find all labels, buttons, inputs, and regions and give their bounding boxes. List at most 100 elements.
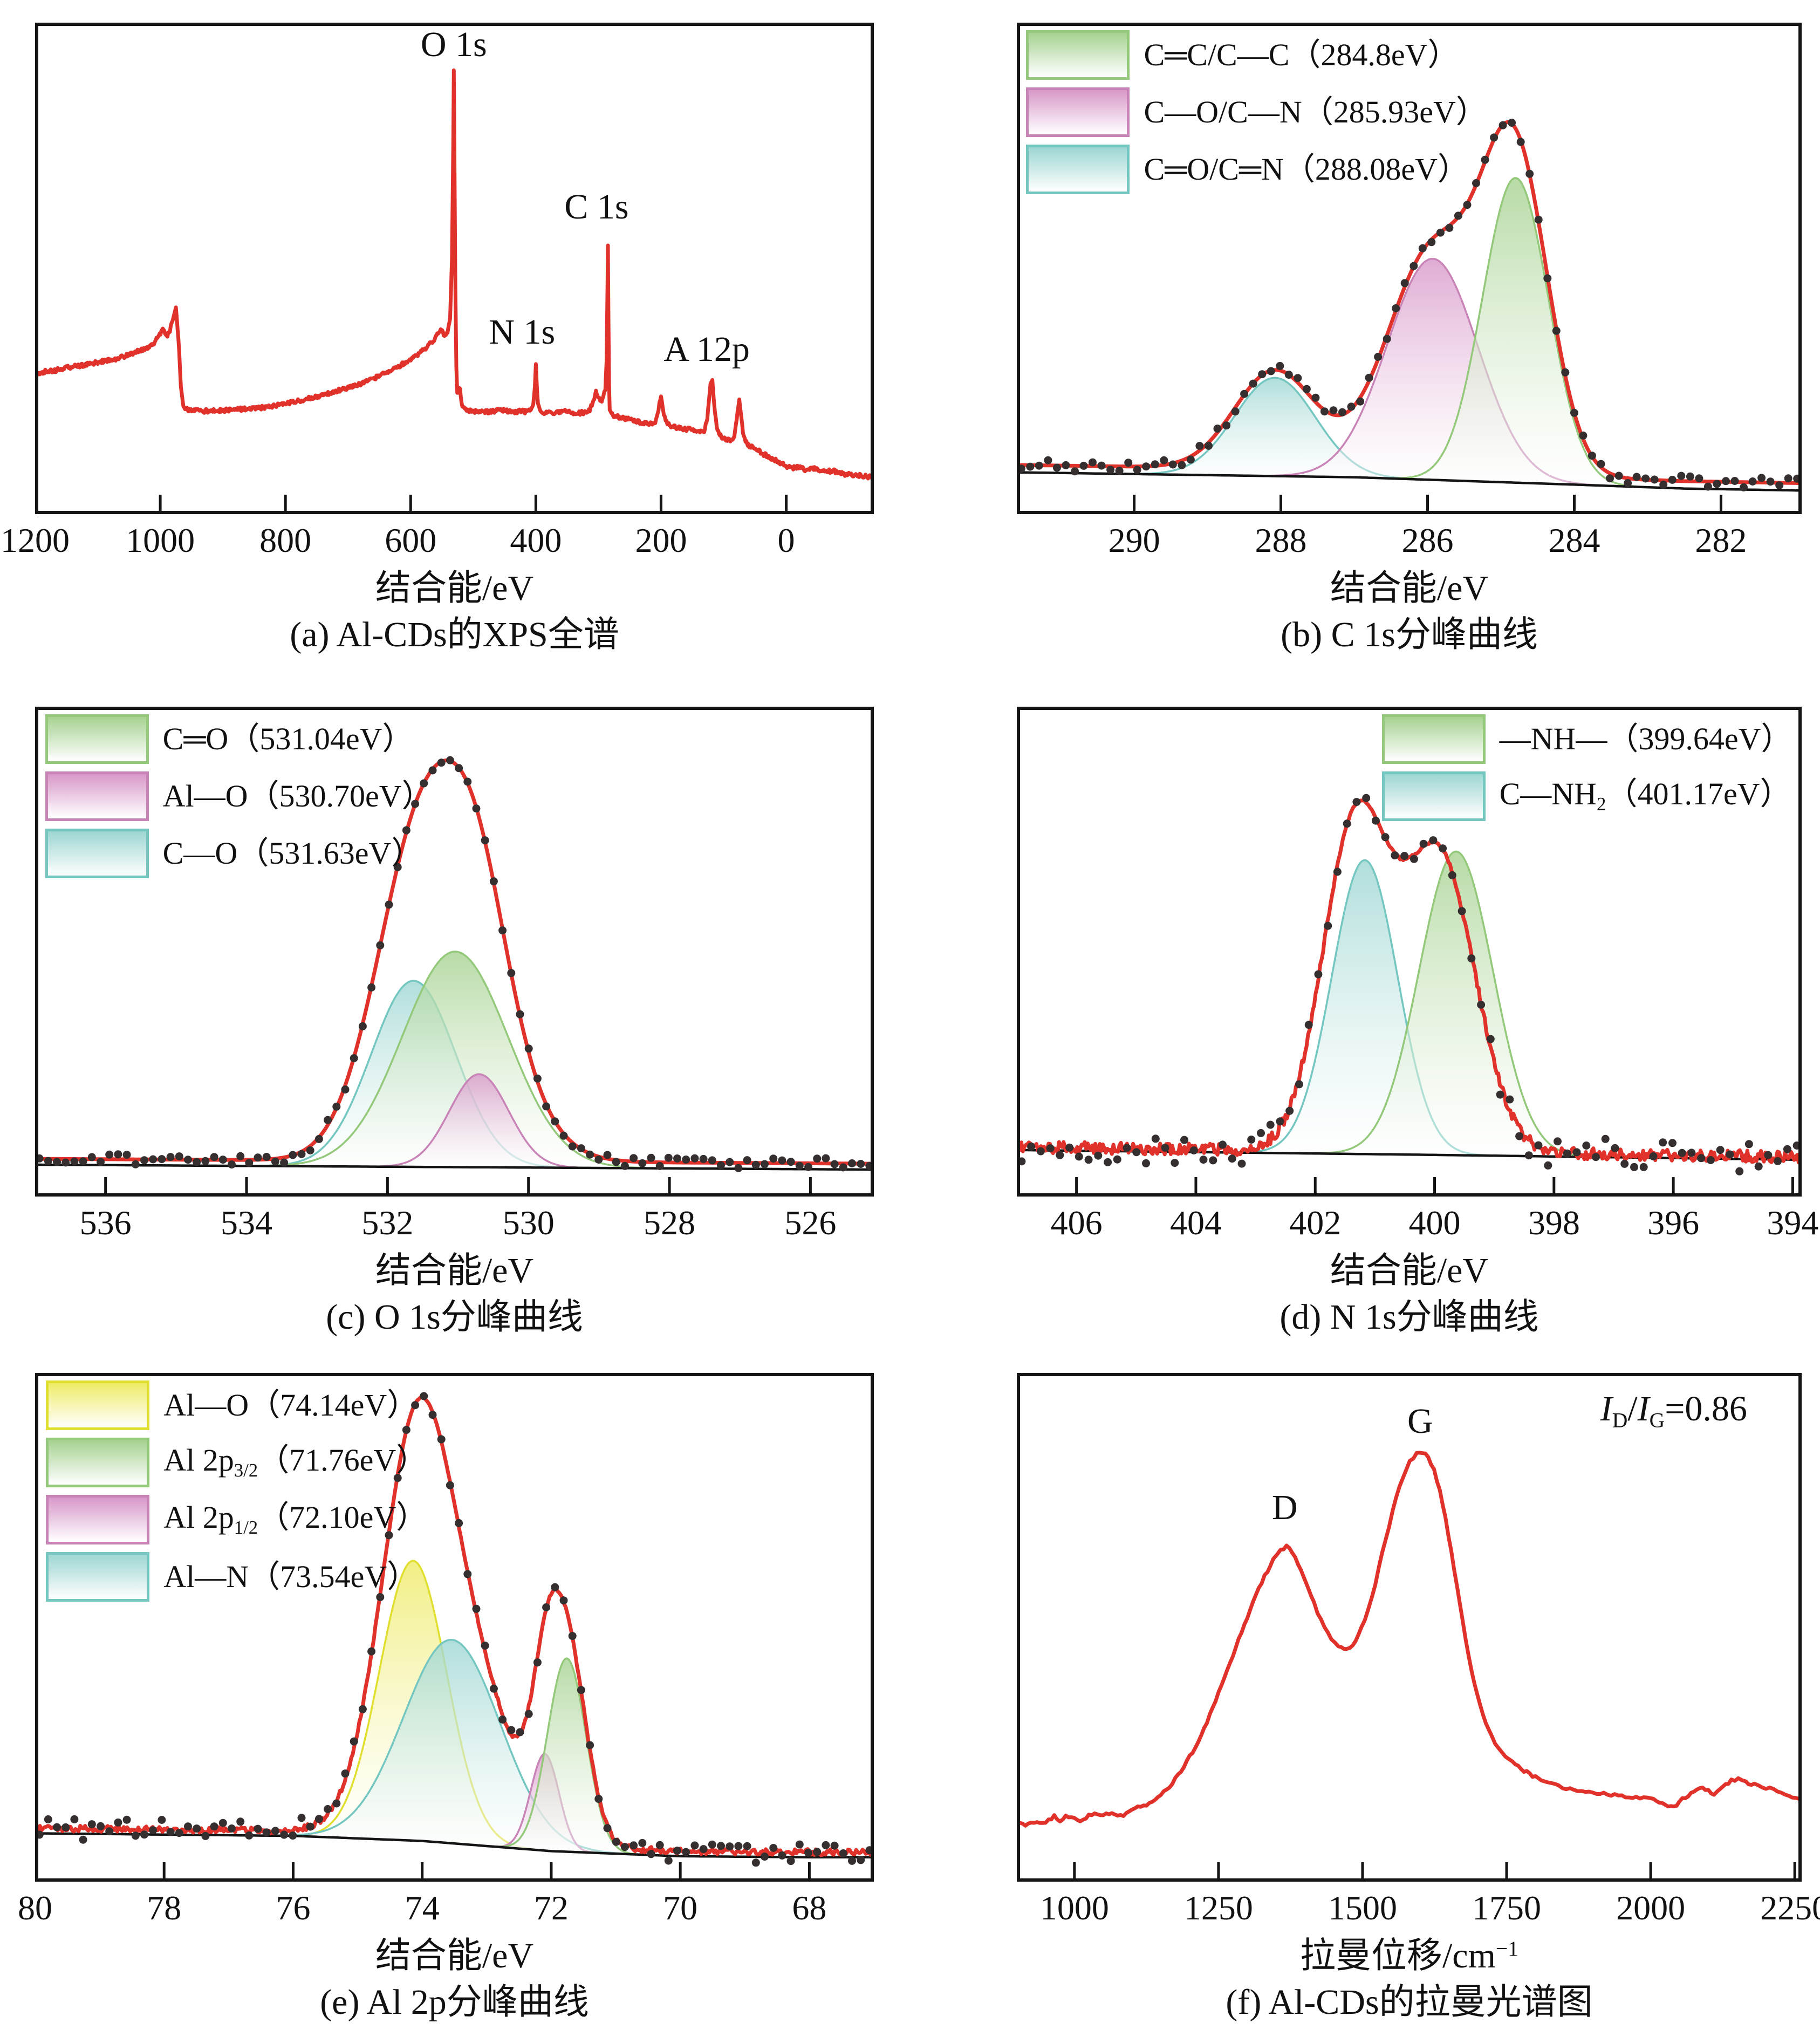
tick-label-c-534: 534	[221, 1204, 273, 1242]
text-segment: Al—O（74.14eV）	[163, 1387, 419, 1423]
tick-label-d-394: 394	[1767, 1204, 1819, 1242]
plot-border-f	[1017, 1373, 1802, 1882]
tick-label-f-1750: 1750	[1472, 1889, 1542, 1927]
text-segment: Al—O（530.70eV）	[162, 778, 433, 814]
annotation-id-ig-ratio: ID/IG=0.86	[1600, 1391, 1747, 1431]
legend-swatch-teal	[45, 829, 149, 878]
text-segment: =0.86	[1665, 1389, 1747, 1428]
axis-ticks-e	[35, 1862, 811, 1878]
text-segment: −1	[1495, 1937, 1519, 1961]
tick-label-b-290: 290	[1108, 521, 1160, 559]
x-axis-label-b: 结合能/eV	[1017, 569, 1802, 609]
legend-label: C—NH2（401.17eV）	[1500, 778, 1791, 814]
tick-label-b-288: 288	[1255, 521, 1307, 559]
text-segment: 2	[1597, 794, 1606, 815]
axis-ticks-c	[104, 1177, 812, 1193]
tick-label-b-284: 284	[1548, 521, 1600, 559]
panel-d: —NH—（399.64eV） C—NH2（401.17eV） 结合能/eV (d)…	[1017, 707, 1818, 1342]
tick-label-d-404: 404	[1169, 1204, 1222, 1242]
text-segment: C═O/C═N（288.08eV）	[1144, 152, 1469, 187]
panel-caption-d: (d) N 1s分峰曲线	[1280, 1297, 1539, 1337]
text-segment: （71.76eV）	[258, 1443, 428, 1478]
legend-item-c-1: Al—O（530.70eV）	[45, 771, 433, 821]
text-segment: 结合能/eV	[375, 1251, 534, 1290]
panel-caption-a: (a) Al-CDs的XPS全谱	[290, 615, 619, 654]
text-segment: /	[1627, 1389, 1638, 1428]
text-segment: 结合能/eV	[1330, 569, 1489, 608]
legend-c: C═O（531.04eV） Al—O（530.70eV） C—O（531.63eV）	[45, 714, 433, 878]
scatter-points-b	[1017, 119, 1802, 491]
tick-label-a-400: 400	[510, 521, 562, 559]
legend-label: Al—O（74.14eV）	[163, 1390, 418, 1421]
legend-label: —NH—（399.64eV）	[1500, 723, 1792, 755]
legend-label: Al 2p3/2（71.76eV）	[163, 1445, 427, 1480]
text-segment: C═C/C—C（284.8eV）	[1144, 37, 1459, 72]
panel-e: Al—O（74.14eV） Al 2p3/2（71.76eV） Al 2p1/2（7…	[18, 1373, 874, 2027]
legend-swatch-teal	[1026, 145, 1130, 194]
tick-label-b-286: 286	[1401, 521, 1454, 559]
annotation-peak-C1s: C 1s	[564, 187, 629, 227]
legend-label: C═O/C═N（288.08eV）	[1144, 154, 1469, 185]
legend-label: C—O/C—N（285.93eV）	[1144, 97, 1487, 128]
text-segment: 3/2	[234, 1460, 258, 1481]
legend-swatch-green	[1381, 714, 1486, 764]
tick-label-c-536: 536	[79, 1204, 132, 1242]
tick-label-c-528: 528	[644, 1204, 696, 1242]
text-segment: 结合能/eV	[375, 569, 534, 608]
text-segment: I	[1600, 1389, 1612, 1428]
text-segment: D	[1612, 1408, 1628, 1432]
legend-item-c-2: C—O（531.63eV）	[45, 829, 433, 878]
text-segment: 结合能/eV	[1330, 1251, 1489, 1290]
tick-label-f-1250: 1250	[1183, 1889, 1253, 1927]
plot-border-d	[1017, 707, 1802, 1197]
legend-b: C═C/C—C（284.8eV） C—O/C—N（285.93eV） C═O/C═N…	[1026, 30, 1487, 194]
tick-label-e-72: 72	[533, 1889, 569, 1927]
text-segment: C—NH	[1499, 776, 1597, 812]
plot-svg-a	[35, 23, 874, 514]
x-axis-label-d: 结合能/eV	[1017, 1251, 1802, 1291]
tick-label-a-1000: 1000	[126, 521, 195, 559]
legend-item-b-2: C═O/C═N（288.08eV）	[1026, 145, 1487, 194]
legend-e: Al—O（74.14eV） Al 2p3/2（71.76eV） Al 2p1/2（7…	[46, 1380, 427, 1602]
annotation-peak-Al2p: A 12p	[663, 329, 750, 369]
envelope-curve-c	[35, 758, 874, 1166]
baseline-curve-b	[1017, 471, 1802, 492]
plot-border-b	[1017, 23, 1802, 514]
annotation-peak-O1s: O 1s	[420, 24, 487, 64]
envelope-curve-e	[35, 1395, 874, 1857]
tick-label-b-282: 282	[1695, 521, 1747, 559]
axis-ticks-b	[1133, 495, 1722, 511]
plot-area-f: D G ID/IG=0.86	[1017, 1373, 1802, 1882]
legend-swatch-green	[46, 1438, 150, 1487]
x-axis-label-a: 结合能/eV	[35, 569, 874, 609]
axis-ticks-f	[1073, 1862, 1796, 1878]
envelope-curve-d	[1017, 798, 1802, 1165]
legend-item-d-0: —NH—（399.64eV）	[1381, 714, 1792, 764]
text-segment: I	[1637, 1389, 1650, 1428]
legend-item-e-2: Al 2p1/2（72.10eV）	[46, 1495, 427, 1544]
tick-label-d-402: 402	[1289, 1204, 1342, 1242]
legend-item-e-0: Al—O（74.14eV）	[46, 1380, 427, 1430]
baseline-curve-e	[35, 1832, 874, 1858]
tick-label-d-396: 396	[1647, 1204, 1700, 1242]
tick-label-a-200: 200	[635, 521, 687, 559]
plot-svg-c	[35, 707, 874, 1197]
text-segment: 拉曼位移/cm	[1299, 1936, 1496, 1976]
tick-label-a-800: 800	[259, 521, 312, 559]
plot-area-d: —NH—（399.64eV） C—NH2（401.17eV）	[1017, 707, 1802, 1197]
text-segment: （401.17eV）	[1606, 776, 1791, 812]
x-axis-label-e: 结合能/eV	[35, 1936, 874, 1976]
text-segment: —NH—（399.64eV）	[1499, 721, 1792, 756]
survey-curve	[35, 68, 874, 481]
plot-svg-b	[1017, 23, 1802, 514]
tick-label-c-526: 526	[784, 1204, 837, 1242]
plot-area-e: Al—O（74.14eV） Al 2p3/2（71.76eV） Al 2p1/2（7…	[35, 1373, 874, 1882]
legend-label: C—O（531.63eV）	[163, 838, 423, 869]
annotation-peak-N1s: N 1s	[489, 312, 556, 352]
axis-ticks-d	[1075, 1177, 1794, 1193]
tick-label-d-406: 406	[1050, 1204, 1103, 1242]
plot-area-a: O 1s N 1s C 1s A 12p	[35, 23, 874, 514]
plot-svg-d	[1017, 707, 1802, 1197]
tick-label-a-0: 0	[777, 521, 795, 559]
